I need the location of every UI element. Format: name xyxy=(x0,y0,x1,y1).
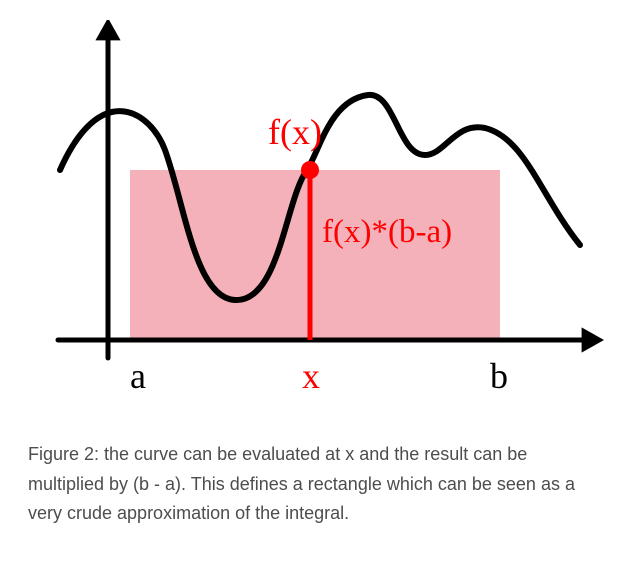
integral-diagram: f(x) f(x)*(b-a) a x b xyxy=(20,20,610,410)
axis-label-x: x xyxy=(302,356,320,396)
figure-container: f(x) f(x)*(b-a) a x b Figure 2: the curve ca… xyxy=(10,20,620,529)
sample-point xyxy=(301,161,319,179)
axis-label-b: b xyxy=(490,356,508,396)
figure-caption: Figure 2: the curve can be evaluated at … xyxy=(10,430,620,529)
label-fx-times-b-minus-a: f(x)*(b-a) xyxy=(322,214,452,250)
axis-label-a: a xyxy=(130,356,146,396)
approx-rectangle xyxy=(130,170,500,340)
label-fx: f(x) xyxy=(268,112,322,152)
